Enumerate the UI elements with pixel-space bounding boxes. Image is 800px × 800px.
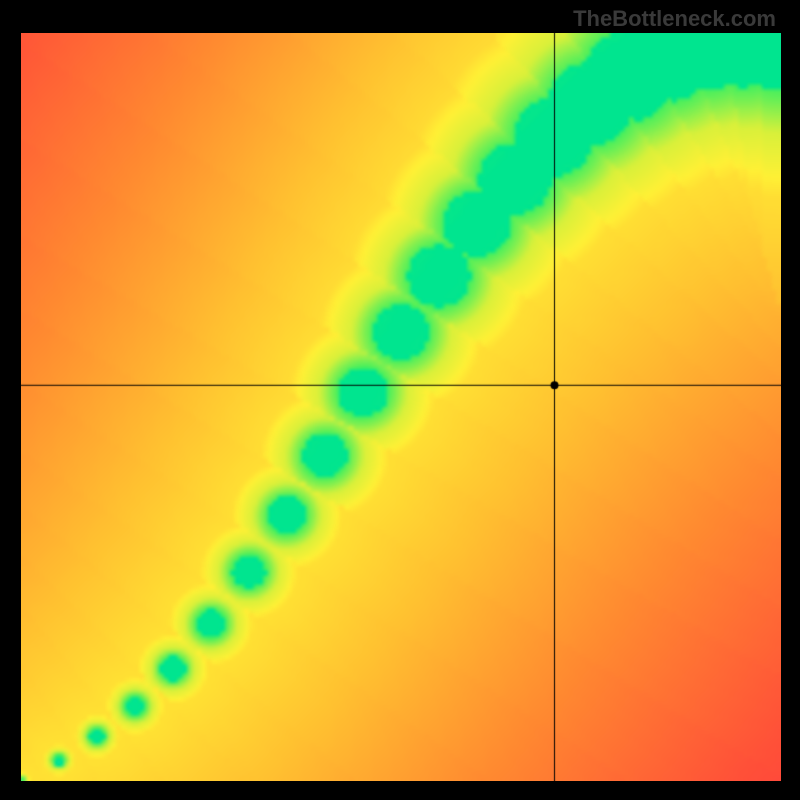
watermark-text: TheBottleneck.com xyxy=(573,6,776,32)
bottleneck-heatmap xyxy=(21,33,781,781)
